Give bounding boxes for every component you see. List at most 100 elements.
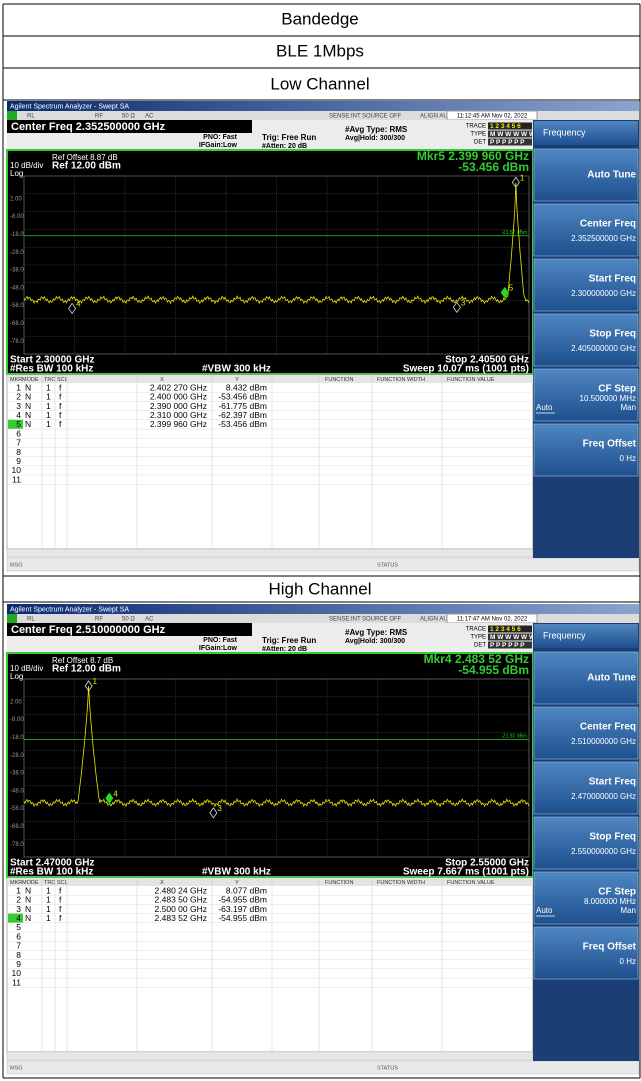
softkey[interactable]	[533, 761, 639, 815]
trace-label: DET	[474, 140, 486, 146]
table-cell: f	[59, 410, 62, 420]
msg-bar	[6, 1060, 640, 1075]
status-item: 50 Ω	[122, 617, 135, 623]
vbw: #VBW 300 kHz	[202, 364, 271, 375]
table-cell: 8.077 dBm	[226, 885, 267, 895]
table-cell: -63.197 dBm	[218, 904, 267, 914]
softkey[interactable]	[533, 926, 639, 980]
marker	[68, 302, 77, 315]
y-tick-label: -38.0	[10, 268, 24, 274]
softkey[interactable]	[533, 258, 639, 312]
status-item: SENSE:INT	[329, 617, 361, 623]
softkey[interactable]	[533, 816, 639, 870]
table-header-cell: FUNCTION WIDTH	[377, 880, 425, 886]
marker-label: 3	[461, 298, 466, 307]
status-item: RF	[95, 114, 103, 120]
y-tick-label: -68.0	[10, 321, 24, 327]
softkey-value: 8.000000 MHz	[584, 897, 636, 906]
scale: 10 dB/div	[10, 161, 43, 170]
table-header-cell: FUNCTION	[325, 880, 353, 886]
softkey[interactable]	[533, 706, 639, 760]
status-item: AC	[145, 617, 154, 623]
status-item: AC	[145, 114, 154, 120]
softkey[interactable]	[533, 871, 639, 925]
y-tick-label: -68.0	[10, 824, 24, 830]
softkey-label: Center Freq	[580, 219, 636, 230]
table-cell: 2.500 00 GHz	[155, 904, 207, 914]
app-title: Agilent Spectrum Analyzer - Swept SA	[10, 606, 129, 613]
table-cell: f	[59, 913, 62, 923]
caption: Low Channel	[270, 74, 369, 93]
softkey[interactable]	[533, 423, 639, 477]
status: STATUS	[377, 562, 398, 568]
trace-box	[488, 633, 532, 641]
table-header-cell: Y	[235, 377, 239, 383]
title-row: BLE 1Mbps	[276, 41, 364, 60]
status-item: SOURCE OFF	[362, 617, 402, 623]
table-cell: 1	[46, 904, 51, 914]
trace-box	[488, 641, 532, 649]
table-cell: N	[25, 382, 31, 392]
marker	[84, 680, 93, 692]
table-cell: 11	[12, 474, 21, 484]
softkey-label: Stop Freq	[589, 832, 636, 843]
table-header	[7, 878, 533, 886]
trace-label: DET	[474, 643, 486, 649]
stop-freq: Stop 2.40500 GHz	[445, 355, 529, 366]
title-row: Bandedge	[281, 9, 359, 28]
table-header	[7, 375, 533, 383]
center-freq: Center Freq 2.510000000 GHz	[11, 624, 166, 636]
msg: MSG	[10, 562, 23, 568]
marker	[452, 301, 461, 314]
table-cell: 2.483 50 GHz	[155, 895, 207, 905]
softkey-value: 2.550000000 GHz	[571, 847, 636, 856]
table-cell: 10	[12, 465, 22, 475]
table-cell: -53.456 dBm	[218, 419, 267, 429]
softkey[interactable]	[533, 368, 639, 422]
table-cell: 4	[16, 913, 21, 923]
y-tick-label: -78.0	[10, 842, 24, 848]
table-header-cell: FUNCTION WIDTH	[377, 377, 425, 383]
trace-value: 1 2 3 4 5 6	[490, 123, 521, 130]
msg: MSG	[10, 1065, 23, 1071]
table-header-cell: TRC	[44, 377, 55, 383]
table-header-cell: MKR	[10, 880, 22, 886]
trace-box	[488, 138, 532, 146]
start-freq: Start 2.47000 GHz	[10, 858, 95, 869]
rbw: #Res BW 100 kHz	[10, 867, 93, 878]
table-cell: 1	[46, 913, 51, 923]
table-cell: N	[25, 913, 31, 923]
softkey-title: Frequency	[543, 630, 586, 640]
ifgain: IFGain:Low	[199, 142, 238, 149]
table-header-cell: SCL	[57, 377, 68, 383]
table-cell: 7	[16, 438, 21, 448]
graph-area	[6, 149, 534, 375]
softkey[interactable]	[533, 203, 639, 257]
table-cell: N	[25, 401, 31, 411]
status-item: RL	[27, 617, 35, 623]
softkey-label: Stop Freq	[589, 329, 636, 340]
softkey-value: 10.500000 MHz	[580, 394, 636, 403]
center-freq-box	[7, 623, 252, 636]
table-cell: f	[59, 895, 62, 905]
stop-freq: Stop 2.55000 GHz	[445, 858, 529, 869]
status-item: RF	[95, 617, 103, 623]
softkey-option: Auto	[536, 403, 553, 412]
softkey-value: 2.405000000 GHz	[571, 344, 636, 353]
table-header-cell: MODE	[22, 377, 39, 383]
trace-label: TRACE	[466, 627, 486, 633]
table-header-cell: FUNCTION	[325, 377, 353, 383]
trace-box	[488, 625, 532, 633]
status: STATUS	[377, 1065, 398, 1071]
status-item: ALIGN AUTO	[420, 617, 456, 623]
marker-label: 4	[113, 789, 118, 798]
softkey[interactable]	[533, 651, 639, 705]
softkey-label: Freq Offset	[583, 942, 637, 953]
active-row	[8, 419, 23, 429]
title-bar	[7, 604, 639, 614]
softkey[interactable]	[533, 313, 639, 367]
trace-label: TYPE	[470, 635, 486, 641]
y-tick-label: -18.0	[10, 735, 24, 741]
softkey[interactable]	[533, 148, 639, 202]
